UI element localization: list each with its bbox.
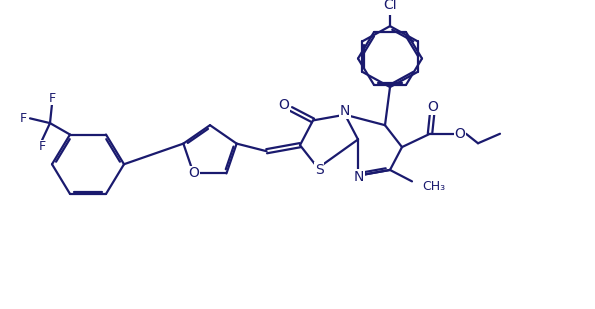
Text: F: F (20, 112, 27, 125)
Text: F: F (39, 140, 46, 154)
Text: O: O (278, 98, 289, 112)
Text: Cl: Cl (383, 0, 397, 12)
Text: CH₃: CH₃ (422, 180, 445, 193)
Text: O: O (428, 100, 439, 114)
Text: O: O (455, 127, 465, 141)
Text: S: S (315, 163, 323, 177)
Text: N: N (340, 104, 350, 118)
Text: O: O (188, 167, 199, 180)
Text: F: F (48, 92, 55, 105)
Text: N: N (354, 170, 364, 184)
